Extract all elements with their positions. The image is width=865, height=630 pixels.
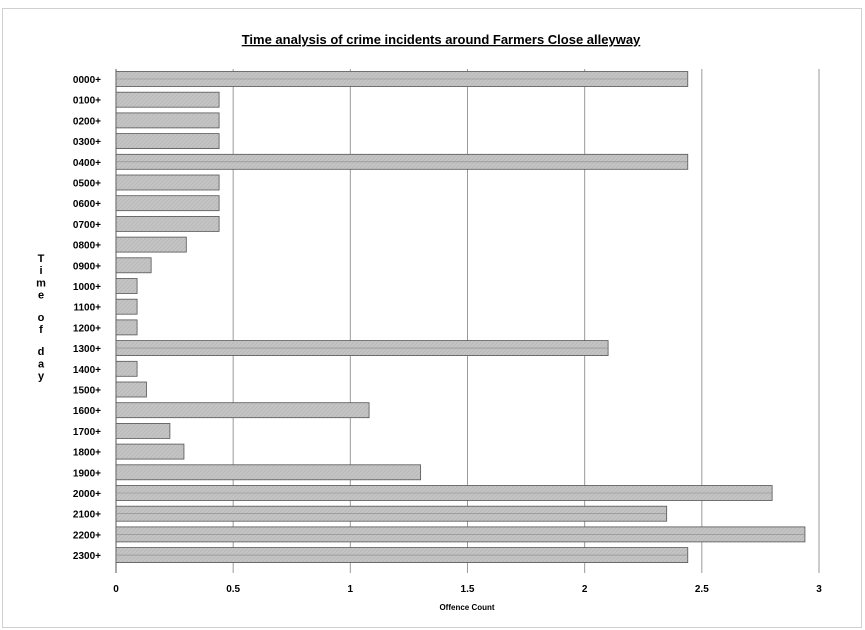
x-tick-label: 2 [582,584,588,595]
bar [115,236,187,253]
bar [115,278,138,294]
y-tick-label: 1900+ [73,468,101,479]
bar [115,174,220,191]
y-tick-label: 0500+ [73,179,101,190]
y-axis-label-char: y [38,371,45,383]
bar-chart: Time analysis of crime incidents around … [36,32,822,612]
y-tick-label: 0100+ [73,96,101,107]
y-axis-label-char: a [38,358,45,370]
grid-lines [115,69,820,573]
y-tick-label: 0800+ [73,241,101,252]
y-tick-label: 2100+ [73,510,101,521]
bar [115,91,220,108]
y-axis-label-char: T [38,253,45,265]
bar [115,298,138,315]
bar [115,422,171,439]
y-axis-label-char: d [38,346,45,358]
y-tick-label: 1200+ [73,323,101,334]
y-tick-label: 0900+ [73,261,101,272]
y-tick-labels: 0000+ 0100+ 0200+ 0300+ 0400+ 0500+ 0600+ 0700+… [73,75,101,562]
y-tick-label: 2000+ [73,489,101,500]
y-axis-label-char: i [39,265,42,277]
y-tick-label: 1300+ [73,344,101,355]
y-tick-label: 0300+ [73,137,101,148]
y-tick-label: 1400+ [73,365,101,376]
y-axis-label-char: m [36,277,46,289]
y-tick-label: 1500+ [73,386,101,397]
y-tick-label: 1100+ [73,303,101,314]
x-tick-label: 0.5 [226,584,240,595]
y-tick-label: 2300+ [73,551,101,562]
x-tick-label: 3 [816,584,822,595]
y-tick-label: 0200+ [73,116,101,127]
bar [115,215,220,232]
x-axis-label: Offence Count [439,603,494,612]
bar [115,195,220,212]
bar [115,443,185,460]
bar [115,133,220,149]
y-tick-label: 0700+ [73,220,101,231]
y-tick-label: 0400+ [73,158,101,169]
y-tick-label: 0000+ [73,75,101,86]
y-axis-label-char: o [38,312,45,324]
bar [115,112,220,129]
y-tick-label: 1000+ [73,282,101,293]
y-axis-label-char: f [39,324,43,336]
bar [115,381,147,398]
x-tick-label: 1 [348,584,354,595]
x-tick-label: 2.5 [695,584,709,595]
chart-title: Time analysis of crime incidents around … [242,32,641,47]
bar [115,257,152,274]
x-tick-labels: 0 0.5 1 1.5 2 2.5 3 [113,584,822,595]
y-tick-label: 0600+ [73,199,101,210]
x-tick-label: 1.5 [461,584,475,595]
bar [115,360,138,377]
y-tick-label: 2200+ [73,530,101,541]
bar [115,319,138,336]
bar [115,402,370,419]
x-tick-label: 0 [113,584,119,595]
bars [115,71,806,563]
y-tick-label: 1600+ [73,406,101,417]
y-axis-label-char: e [38,290,44,302]
y-tick-label: 1700+ [73,427,101,438]
y-tick-label: 1800+ [73,448,101,459]
bar [115,464,422,481]
chart-frame: Time analysis of crime incidents around … [2,8,862,628]
